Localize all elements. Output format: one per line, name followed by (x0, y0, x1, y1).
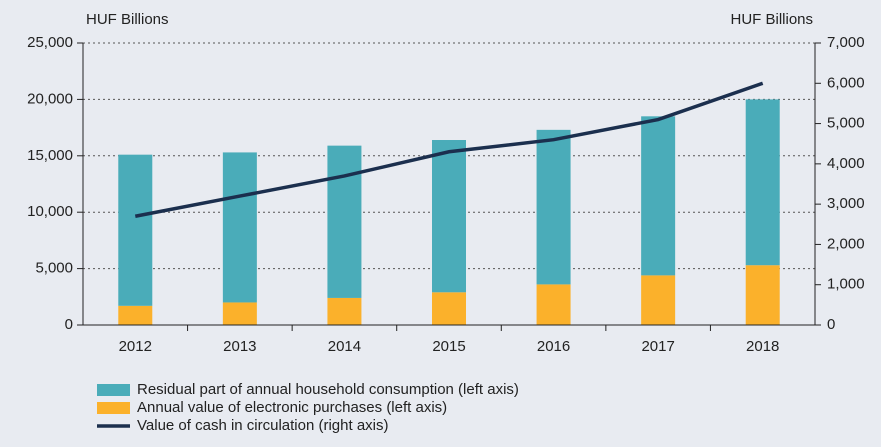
bar (222, 152, 257, 303)
line (134, 81, 764, 218)
y2-tick-label: 3,000 (827, 195, 865, 212)
y2-tick-label: 5,000 (827, 115, 865, 132)
bar (536, 284, 571, 325)
x-tick-label: 2015 (432, 338, 465, 355)
legend-label: Annual value of electronic purchases (le… (137, 399, 447, 416)
legend-label: Value of cash in circulation (right axis… (137, 417, 389, 434)
x-tick-label: 2012 (119, 338, 152, 355)
y-axis-label: HUF Billions (86, 11, 169, 28)
x-tick-label: 2014 (328, 338, 361, 355)
y2-tick-label: 2,000 (827, 235, 865, 252)
bar (222, 302, 257, 325)
x-tick-label: 2013 (223, 338, 256, 355)
bar (327, 297, 362, 325)
y2-tick-label: 4,000 (827, 155, 865, 172)
bar (745, 265, 780, 325)
y2-tick-label: 7,000 (827, 34, 865, 51)
y-tick-label: 0 (65, 316, 73, 333)
bar (432, 140, 466, 293)
y-tick-label: 25,000 (27, 34, 73, 51)
y2-tick-label: 1,000 (827, 276, 865, 293)
bar (536, 129, 571, 285)
x-tick-label: 2017 (641, 338, 674, 355)
x-tick-label: 2018 (746, 338, 779, 355)
bar (641, 275, 676, 325)
bar (641, 116, 676, 276)
bar (432, 292, 466, 325)
bar (118, 305, 153, 325)
y2-tick-label: 0 (827, 316, 835, 333)
y-tick-label: 20,000 (27, 90, 73, 107)
y2-axis-label: HUF Billions (730, 11, 813, 28)
bar (327, 145, 362, 298)
y-tick-label: 15,000 (27, 147, 73, 164)
y-tick-label: 5,000 (35, 260, 73, 277)
y-tick-label: 10,000 (27, 203, 73, 220)
bar (745, 99, 780, 266)
x-tick-label: 2016 (537, 338, 570, 355)
legend-swatch (97, 402, 130, 414)
legend-label: Residual part of annual household consum… (137, 381, 519, 398)
y2-tick-label: 6,000 (827, 74, 865, 91)
bar (118, 154, 153, 306)
legend-swatch (97, 384, 130, 396)
